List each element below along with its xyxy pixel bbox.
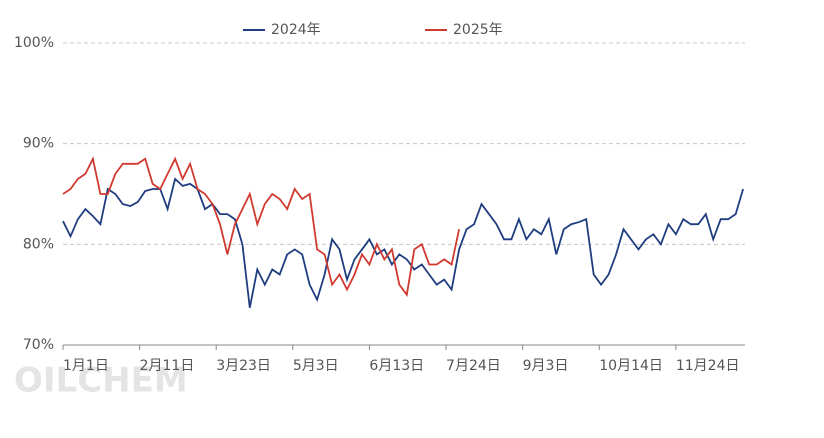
legend-label: 2025年 [453, 22, 503, 38]
x-tick-label: 2月11日 [140, 358, 195, 374]
y-tick-label: 70% [23, 337, 54, 353]
series-line [62, 156, 460, 297]
x-tick-label: 10月14日 [599, 358, 663, 374]
series-line [62, 177, 744, 308]
x-tick-label: 1月1日 [63, 358, 109, 374]
x-tick-label: 11月24日 [676, 358, 740, 374]
y-tick-label: 100% [14, 35, 54, 51]
y-tick-label: 80% [23, 236, 54, 252]
x-tick-label: 9月3日 [523, 358, 569, 374]
x-tick-label: 5月3日 [293, 358, 339, 374]
x-tick-label: 7月24日 [446, 358, 501, 374]
y-tick-label: 90% [23, 136, 54, 152]
watermark: OILCHEM [14, 361, 188, 401]
x-tick-label: 3月23日 [216, 358, 271, 374]
x-tick-label: 6月13日 [369, 358, 424, 374]
legend-label: 2024年 [271, 22, 321, 38]
